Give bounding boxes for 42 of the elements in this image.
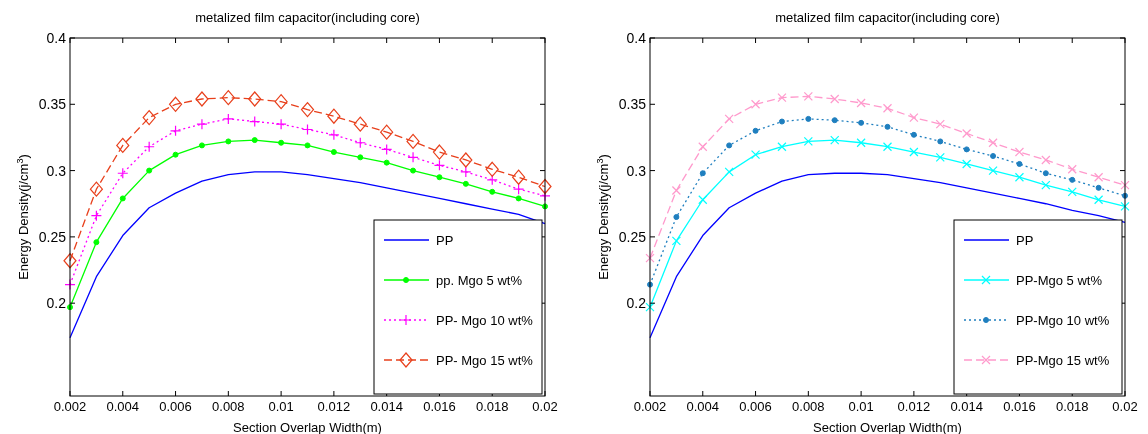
y-tick-label: 0.25 (618, 228, 647, 245)
x-tick-label: 0.008 (792, 399, 825, 414)
y-tick-label: 0.4 (626, 30, 647, 46)
x-tick-label: 0.02 (1112, 399, 1138, 414)
legend-label: PP-Mgo 15 wt% (1016, 353, 1110, 368)
legend-label: PP-Mgo 5 wt% (1016, 273, 1103, 288)
x-tick-label: 0.006 (159, 399, 192, 414)
x-tick-label: 0.018 (1055, 399, 1089, 414)
legend-label: pp. Mgo 5 wt% (436, 273, 523, 288)
legend-label: PP (436, 233, 454, 248)
legend-label: PP- Mgo 10 wt% (436, 313, 534, 328)
x-tick-label: 0.006 (739, 399, 772, 414)
legend-label: PP-Mgo 10 wt% (1016, 313, 1110, 328)
x-tick-label: 0.01 (268, 399, 294, 414)
legend-label: PP (1016, 233, 1034, 248)
x-tick-label: 0.002 (53, 399, 87, 414)
y-tick-label: 0.35 (618, 96, 647, 113)
x-axis-title: Section Overlap Width(m) (813, 420, 962, 434)
x-tick-label: 0.014 (370, 399, 403, 414)
chart-title: metalized film capacitor(including core) (195, 10, 420, 25)
x-tick-label: 0.016 (1003, 399, 1036, 414)
legend-label: PP- Mgo 15 wt% (436, 353, 534, 368)
x-tick-label: 0.004 (106, 399, 140, 414)
y-tick-label: 0.4 (46, 30, 67, 46)
chart-title: metalized film capacitor(including core) (775, 10, 1000, 25)
y-tick-label: 0.3 (46, 162, 67, 179)
y-tick-label: 0.2 (46, 295, 67, 312)
x-tick-label: 0.012 (317, 399, 351, 414)
x-tick-label: 0.016 (423, 399, 456, 414)
x-tick-label: 0.018 (475, 399, 509, 414)
x-tick-label: 0.01 (848, 399, 874, 414)
x-tick-label: 0.008 (212, 399, 245, 414)
y-tick-label: 0.35 (38, 96, 67, 113)
x-tick-label: 0.004 (686, 399, 720, 414)
y-tick-label: 0.2 (626, 295, 647, 312)
y-tick-label: 0.3 (626, 162, 647, 179)
x-tick-label: 0.012 (897, 399, 931, 414)
y-tick-label: 0.25 (38, 228, 67, 245)
x-tick-label: 0.002 (633, 399, 667, 414)
x-axis-title: Section Overlap Width(m) (233, 420, 382, 434)
x-tick-label: 0.014 (950, 399, 983, 414)
x-tick-label: 0.02 (532, 399, 558, 414)
